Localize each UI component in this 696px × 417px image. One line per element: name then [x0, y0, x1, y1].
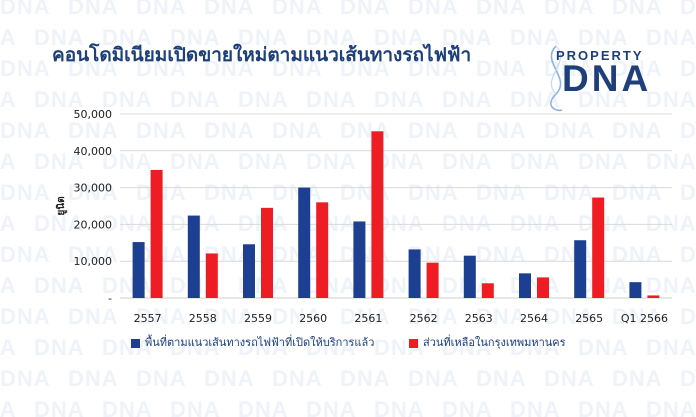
bar-series1: [574, 240, 587, 298]
bar-series1: [629, 282, 642, 298]
bar-series2: [316, 202, 329, 298]
x-tick-label: Q1 2566: [621, 312, 668, 325]
x-tick-label: 2565: [575, 312, 603, 325]
x-tick-label: 2559: [244, 312, 272, 325]
bar-series2: [205, 253, 218, 298]
chart-title: คอนโดมิเนียมเปิดขายใหม่ตามแนวเส้นทางรถไฟ…: [52, 44, 472, 66]
bar-series2: [537, 277, 549, 298]
bar-series2: [647, 295, 660, 298]
legend-swatch-series1: [131, 338, 140, 348]
bar-series2: [261, 207, 273, 298]
bar-series1: [132, 242, 145, 298]
x-tick-label: 2560: [299, 312, 327, 325]
bar-series1: [353, 221, 366, 298]
y-tick-label: 40,000: [74, 145, 113, 158]
y-tick-label: 20,000: [74, 218, 113, 231]
x-tick-label: 2563: [465, 312, 493, 325]
y-tick-label: 10,000: [74, 255, 113, 268]
bar-series1: [298, 187, 311, 298]
bar-series2: [481, 283, 494, 298]
bar-series2: [592, 197, 605, 298]
y-axis-title: ยูนิต: [55, 196, 68, 215]
legend-label-series1: พื้นที่ตามแนวเส้นทางรถไฟฟ้าที่เปิดให้บริ…: [145, 336, 375, 349]
bar-series1: [408, 249, 421, 298]
property-dna-logo: PROPERTY DNA: [548, 45, 668, 112]
x-tick-label: 2564: [520, 312, 548, 325]
logo-main-text: DNA: [562, 58, 652, 99]
bar-series2: [371, 131, 384, 298]
legend-item-series1: พื้นที่ตามแนวเส้นทางรถไฟฟ้าที่เปิดให้บริ…: [131, 333, 374, 351]
y-tick-label: 50,000: [74, 108, 113, 121]
legend-item-series2: ส่วนที่เหลือในกรุงเทพมหานคร: [409, 333, 566, 351]
bar-series1: [187, 215, 200, 298]
legend-swatch-series2: [409, 338, 418, 348]
dna-helix-icon: [550, 45, 563, 112]
x-tick-label: 2562: [410, 312, 438, 325]
bar-series1: [463, 255, 476, 298]
bar-series2: [426, 262, 439, 298]
x-tick-label: 2561: [354, 312, 382, 325]
y-tick-label: 30,000: [74, 182, 113, 195]
x-tick-label: 2557: [134, 312, 162, 325]
x-tick-label: 2558: [189, 312, 217, 325]
logo-top-text: PROPERTY: [556, 48, 644, 63]
bar-series1: [243, 244, 255, 298]
y-tick-label: -: [108, 292, 112, 305]
bar-series1: [519, 273, 531, 298]
legend-label-series2: ส่วนที่เหลือในกรุงเทพมหานคร: [423, 336, 566, 349]
bar-series2: [150, 169, 163, 298]
